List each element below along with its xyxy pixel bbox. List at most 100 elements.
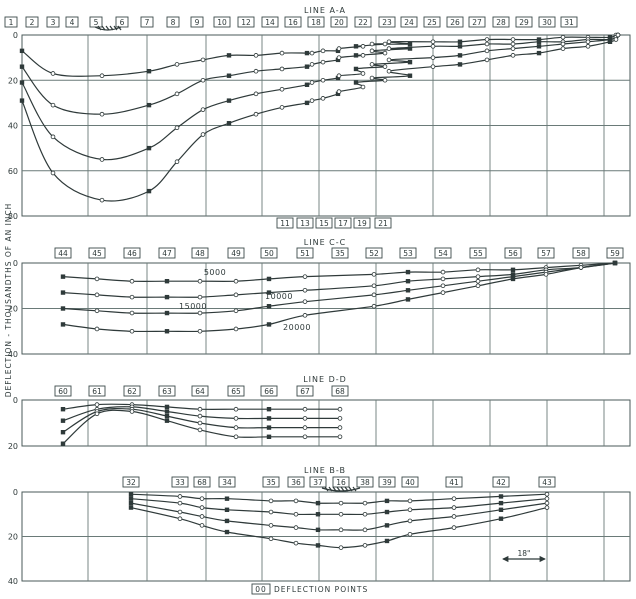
line-aa-data-point (320, 48, 326, 54)
line-aa-data-point (353, 44, 359, 49)
line-aa-series-line (21, 34, 619, 202)
line-aa-point-box (237, 16, 255, 28)
line-cc-data-point (233, 326, 239, 332)
line-bb-data-point (293, 498, 299, 504)
line-cc-data-point (440, 269, 446, 275)
line-bb-data-point (384, 498, 390, 504)
line-dd-data-point (266, 406, 272, 412)
line-bb-data-point (451, 525, 457, 530)
line-dd-data-point (164, 409, 170, 414)
line-bb-data-point (128, 496, 134, 501)
line-aa-point-label: 26 (450, 18, 460, 27)
line-cc-data-point (266, 276, 272, 282)
line-aa-data-point (457, 62, 463, 67)
line-bb-point-label: 33 (175, 478, 185, 487)
line-dd-point-label: 63 (162, 387, 172, 396)
line-aa-bottom-point-box (334, 217, 352, 229)
line-cc-data-point (233, 292, 239, 298)
line-aa-data-point (613, 37, 619, 42)
line-dd-data-point (197, 427, 203, 433)
line-bb-data-point (224, 507, 230, 512)
line-cc-data-point (440, 276, 446, 282)
line-aa-data-point (320, 77, 326, 83)
line-aa-data-point (369, 48, 375, 54)
line-bb-point-label: 42 (496, 478, 506, 487)
line-bb-point-label: 38 (360, 478, 370, 487)
line-aa-data-point (360, 84, 366, 90)
line-bb-title: LINE B-B (304, 466, 346, 475)
line-bb-series-3 (128, 500, 550, 533)
line-bb-data-point (498, 494, 504, 499)
line-cc-data-point (510, 276, 516, 282)
line-cc-point-box (434, 247, 452, 259)
line-cc-point-box (296, 247, 314, 259)
line-bb-data-point (293, 525, 299, 530)
line-aa-point-label: 25 (427, 18, 437, 27)
line-bb-point-box (122, 476, 140, 488)
line-dd-data-point (60, 429, 66, 435)
line-aa-point-box (492, 16, 510, 28)
line-aa-point-label: 10 (217, 18, 227, 27)
line-aa-point-label: 2 (30, 18, 35, 27)
line-dd-series-4 (60, 409, 343, 446)
line-aa-point-label: 24 (404, 18, 414, 27)
line-dd-data-point (94, 402, 100, 407)
line-aa-bottom-point-label: 19 (357, 219, 367, 228)
line-aa-point-box (515, 16, 533, 28)
panel-line-dd: 0 20 LINE D-D 60 61 62 63 64 65 66 67 68 (8, 375, 631, 451)
line-cc-data-point (94, 326, 100, 332)
line-dd-point-label: 61 (92, 387, 102, 396)
line-cc-data-point (164, 329, 170, 334)
line-aa-data-point (279, 50, 285, 56)
line-dd-data-point (266, 416, 272, 421)
line-aa-point-box (65, 16, 79, 28)
line-cc-point-box (123, 247, 141, 259)
line-aa-data-point (174, 62, 180, 67)
line-aa-data-point (19, 98, 25, 103)
line-dd-point-box (227, 385, 245, 397)
line-bb-data-point (268, 498, 274, 504)
line-cc-point-label: 46 (127, 249, 137, 258)
line-aa-point-box (46, 16, 60, 28)
panel-line-cc: 0 20 40 LINE C-C 44 45 46 47 48 49 50 51 35 52 53 54 55 5… (8, 238, 631, 359)
line-aa-data-point (430, 44, 436, 49)
line-aa-data-point (560, 41, 566, 47)
line-bb-data-point (315, 512, 321, 517)
line-bb-data-point (128, 505, 134, 510)
line-aa-bottom-point-box (374, 217, 392, 229)
line-aa-data-point (146, 145, 152, 151)
line-aa-point-box (446, 16, 464, 28)
line-bb-data-point (384, 509, 390, 515)
line-bb-data-point (177, 509, 183, 515)
line-aa-point-label: 31 (564, 18, 574, 27)
line-aa-data-point (430, 64, 436, 69)
line-bb-point-box (492, 476, 510, 488)
line-aa-point-label: 1 (9, 18, 14, 27)
line-cc-data-point (440, 290, 446, 295)
line-aa-data-point (560, 34, 566, 40)
line-aa-point-box (190, 16, 204, 28)
line-aa-data-point (253, 111, 259, 117)
line-dd-data-point (197, 420, 203, 426)
line-cc-data-point (405, 297, 411, 302)
line-bb-point-label: 32 (126, 478, 136, 487)
line-aa-data-point (99, 157, 105, 162)
line-cc-data-point (164, 310, 170, 316)
line-aa-data-point (510, 53, 516, 58)
line-bb-point-label: 68 (197, 478, 207, 487)
line-dd-data-point (60, 441, 66, 446)
line-bb-data-point (338, 511, 344, 517)
line-cc-data-point (197, 294, 203, 300)
line-cc-series-line (62, 262, 616, 298)
line-dd-point-box (123, 385, 141, 397)
line-aa-series-1 (19, 32, 621, 79)
line-dd-data-point (266, 434, 272, 439)
line-aa-bottom-point-label: 17 (338, 219, 348, 228)
line-bb-data-point (177, 494, 183, 499)
line-aa-data-point (430, 55, 436, 60)
line-bb-data-point (362, 527, 368, 533)
line-bb-data-point (498, 507, 504, 512)
line-cc-point-box (504, 247, 522, 259)
line-aa-point-box (213, 16, 231, 28)
